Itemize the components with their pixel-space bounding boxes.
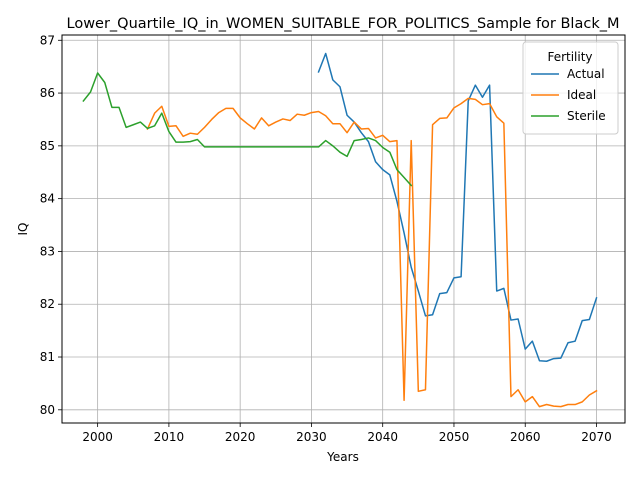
x-tick-label: 2070 [581, 430, 612, 444]
y-tick-label: 84 [40, 192, 55, 206]
x-tick-label: 2050 [439, 430, 470, 444]
x-tick-label: 2000 [82, 430, 113, 444]
legend-items: Actual Ideal Sterile [531, 67, 606, 123]
y-tick-label: 87 [40, 33, 55, 47]
legend-box [522, 41, 619, 135]
series-line-ideal [146, 97, 598, 408]
plot-frame [61, 34, 626, 424]
legend: Fertility Actual Ideal Sterile [522, 41, 619, 135]
x-tick-label: 2040 [367, 430, 398, 444]
x-tick-label: 2010 [154, 430, 185, 444]
series-line-actual [317, 52, 598, 362]
series-line-sterile [82, 72, 413, 187]
y-tick-label: 86 [40, 86, 55, 100]
legend-label-sterile: Sterile [567, 109, 606, 123]
y-tick-label: 80 [40, 403, 55, 417]
legend-label-ideal: Ideal [567, 88, 596, 102]
y-axis-label: IQ [16, 223, 30, 236]
y-tick-label: 81 [40, 350, 55, 364]
x-axis-label: Years [326, 450, 359, 464]
x-tick-label: 2020 [225, 430, 256, 444]
y-tick-label: 83 [40, 244, 55, 258]
legend-label-actual: Actual [567, 67, 605, 81]
x-tick-label: 2030 [296, 430, 327, 444]
chart-title: Lower_Quartile_IQ_in_WOMEN_SUITABLE_FOR_… [67, 16, 620, 32]
y-tick-label: 82 [40, 297, 55, 311]
tick-layer: 2000 2010 2020 2030 2040 2050 2060 2070 80 81 82 83… [40, 33, 612, 444]
y-tick-label: 85 [40, 139, 55, 153]
x-tick-label: 2060 [510, 430, 541, 444]
series-layer [82, 52, 598, 408]
legend-title: Fertility [547, 50, 592, 64]
